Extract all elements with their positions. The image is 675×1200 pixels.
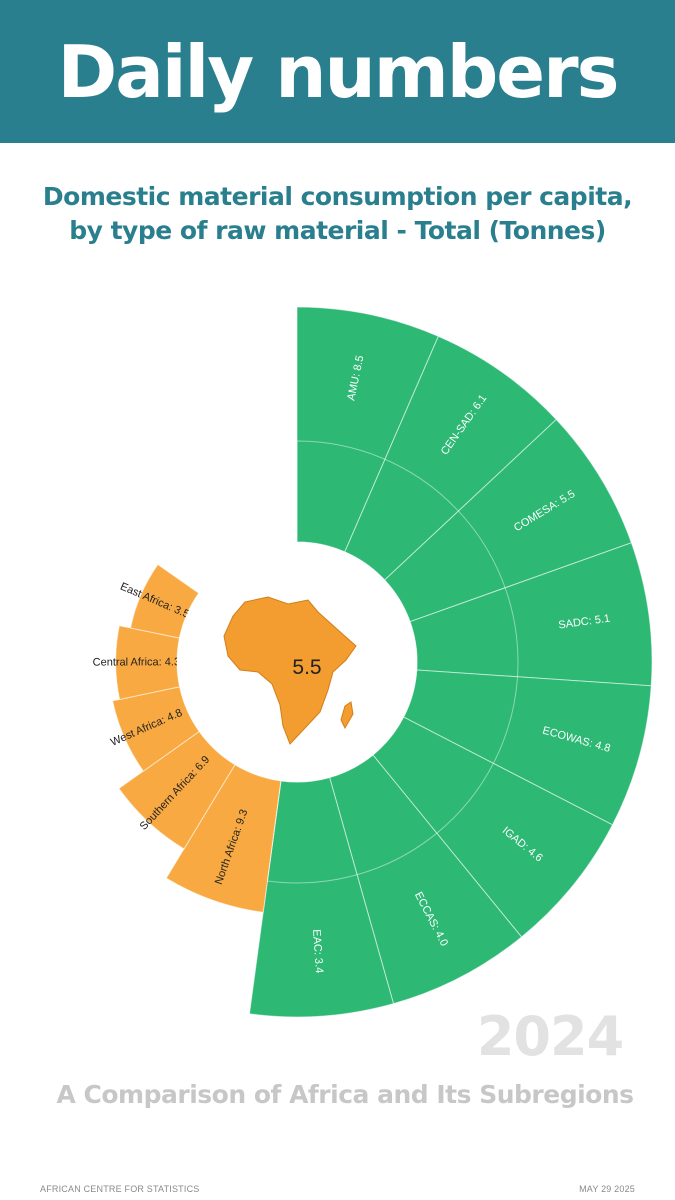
label-central-africa: Central Africa: 4.3: [93, 656, 180, 668]
header-title: Daily numbers: [57, 29, 620, 114]
africa-map-icon: [223, 596, 357, 745]
year-label: 2024: [476, 1005, 624, 1068]
chart-subtitle: A Comparison of Africa and Its Subregion…: [56, 1080, 634, 1109]
label-eac: EAC: 3.4: [310, 929, 325, 974]
chart-title-line-1: Domestic material consumption per capita…: [42, 182, 633, 211]
footer-source: AFRICAN CENTRE FOR STATISTICS: [40, 1184, 200, 1194]
chart-title: Domestic material consumption per capita…: [0, 180, 675, 248]
footer-date: MAY 29 2025: [579, 1184, 635, 1194]
header-banner: Daily numbers: [0, 0, 675, 143]
madagascar-icon: [340, 701, 354, 730]
center-value: 5.5: [292, 656, 321, 679]
chart-title-line-2: by type of raw material - Total (Tonnes): [69, 216, 606, 245]
